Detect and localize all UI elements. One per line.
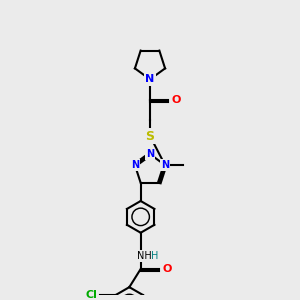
Text: O: O [162, 264, 172, 274]
Text: Cl: Cl [85, 290, 98, 300]
Text: O: O [172, 95, 181, 105]
Text: N: N [146, 74, 154, 84]
Text: N: N [161, 160, 169, 170]
Text: N: N [131, 160, 139, 170]
Text: H: H [151, 251, 158, 261]
Text: S: S [146, 130, 154, 142]
Text: N: N [146, 149, 154, 159]
Text: NH: NH [137, 251, 152, 261]
